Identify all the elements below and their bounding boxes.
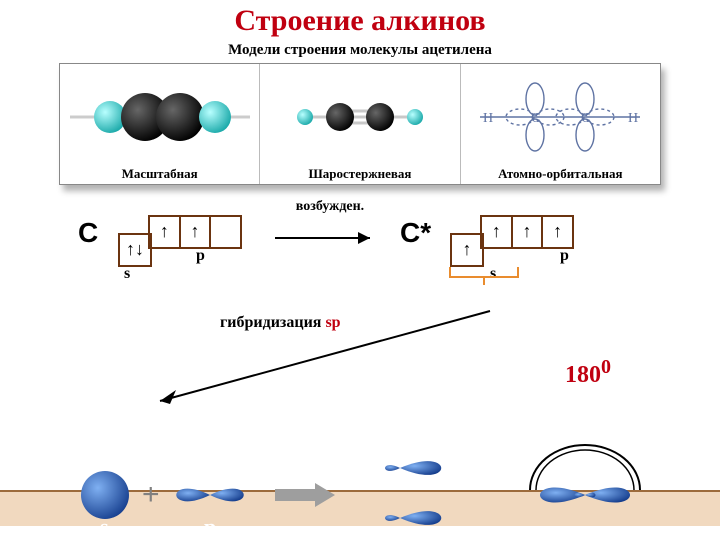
- ground-p-label: p: [196, 247, 205, 265]
- orbital-svg: H C C H: [465, 77, 655, 157]
- orbital-H-left: H: [483, 111, 493, 126]
- model-spacefilling: Масштабная: [60, 64, 260, 184]
- excited-p-label: p: [560, 247, 569, 265]
- result-arrow-icon: [275, 483, 335, 507]
- hybridization-arrow-icon: [140, 306, 540, 426]
- atom-Cstar: С*: [400, 217, 431, 249]
- models-subtitle: Модели строения молекулы ацетилена: [0, 42, 720, 59]
- model-label-0: Масштабная: [122, 166, 198, 182]
- page-title: Строение алкинов: [0, 4, 720, 38]
- electron-config-row: С ↑↓ ↑↑ s p возбужден. С* ↑ ↑↑↑ s p: [0, 199, 720, 289]
- ground-p-cells: ↑↑: [148, 215, 242, 249]
- ballstick-svg: [270, 82, 450, 152]
- model-orbital: H C C H Атомно-орбитальная: [461, 64, 660, 184]
- model-ballstick: Шаростержневая: [260, 64, 460, 184]
- orbital-p-label: p: [204, 514, 216, 540]
- spacefill-svg: [70, 82, 250, 152]
- orbital-C-left: C: [531, 111, 540, 126]
- excitation-arrow-icon: [270, 223, 390, 253]
- angle-arc-inner: [536, 450, 634, 490]
- model-label-1: Шаростержневая: [309, 166, 412, 182]
- excitation-label: возбужден.: [280, 199, 380, 215]
- ground-s-cell: ↑↓: [118, 233, 152, 267]
- hybrid-angle: 1800: [565, 356, 611, 389]
- models-panel: Масштабная Шаростержневая: [59, 63, 661, 185]
- orbital-combination-row: + s p: [0, 426, 720, 536]
- excited-s-cell: ↑: [450, 233, 484, 267]
- excited-p-cells: ↑↑↑: [480, 215, 574, 249]
- sp-bracket-icon: [448, 265, 528, 287]
- orbital-H-right: H: [628, 111, 638, 126]
- angle-sup: 0: [601, 356, 611, 378]
- angle-value: 180: [565, 362, 601, 388]
- model-label-2: Атомно-орбитальная: [498, 166, 622, 182]
- ground-s-label: s: [124, 265, 130, 283]
- orbital-s-label: s: [100, 514, 109, 540]
- atom-C: С: [78, 217, 98, 249]
- angle-arc-outer: [530, 445, 640, 490]
- plus-icon: +: [142, 478, 160, 511]
- orbital-C-right: C: [581, 111, 590, 126]
